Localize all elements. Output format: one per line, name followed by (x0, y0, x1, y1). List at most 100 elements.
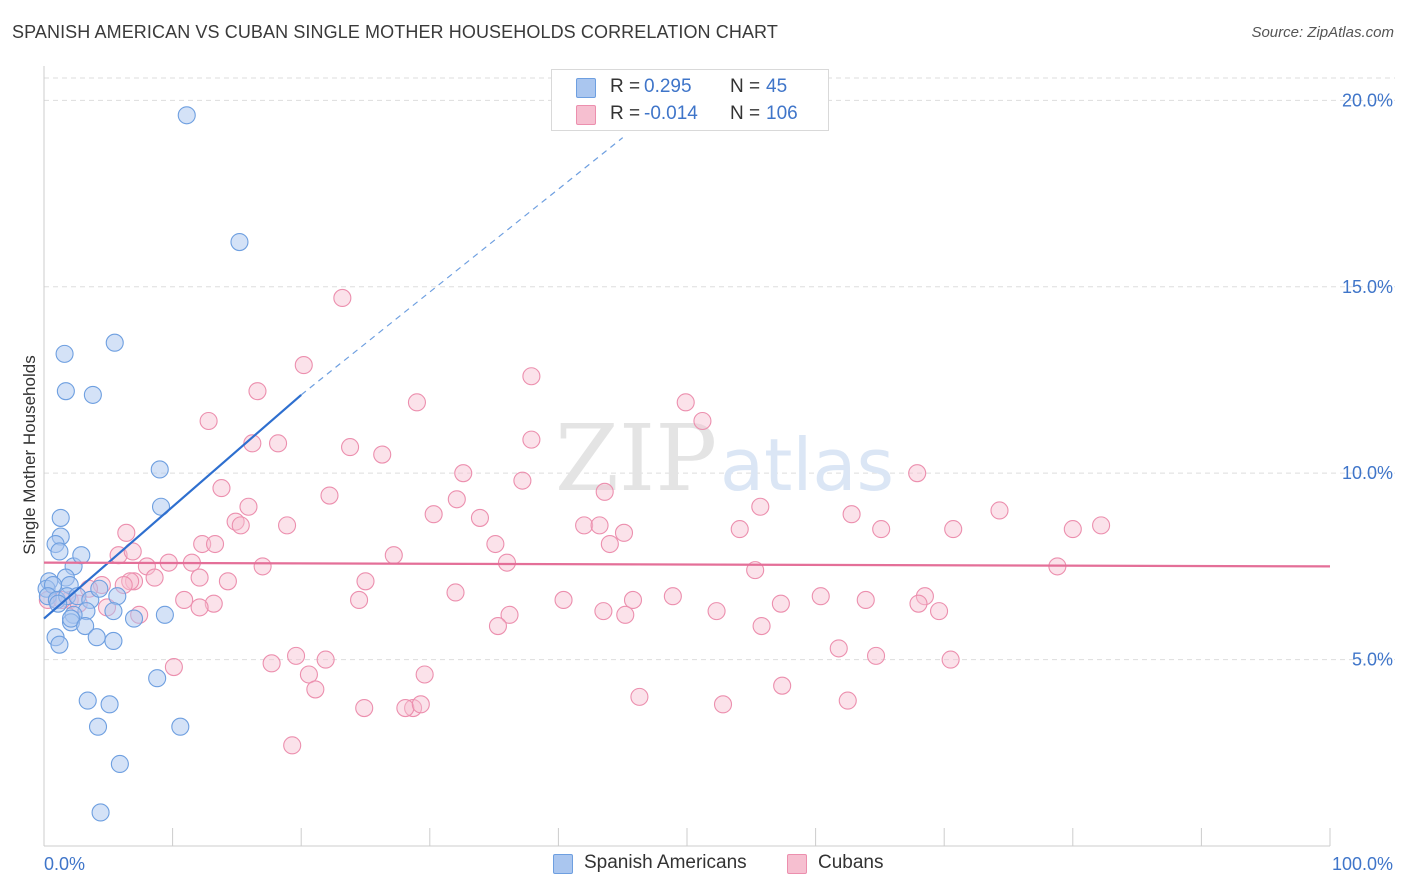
spanish-americans-point (56, 382, 75, 401)
cubans-point (333, 288, 352, 308)
cubans-point (594, 602, 613, 621)
spanish-americans-points (37, 106, 249, 822)
cubans-point (204, 594, 223, 613)
blue-swatch (576, 78, 596, 98)
cubans-point (396, 699, 415, 718)
x-tick-label: 0.0% (44, 854, 85, 874)
cubans-point (294, 356, 313, 375)
gridlines (44, 77, 1395, 661)
cubans-point (746, 561, 765, 580)
spanish-americans-point (50, 542, 69, 561)
cubans-point (117, 523, 136, 542)
spanish-americans-point (61, 609, 81, 628)
spanish-americans-point (124, 609, 144, 628)
cubans-point (866, 646, 886, 665)
spanish-americans-point (104, 602, 123, 621)
cubans-point (248, 382, 267, 401)
cubans-point (446, 583, 465, 602)
spanish-americans-trendline-extension (300, 137, 624, 396)
cubans-point (373, 445, 392, 464)
cubans-trendline (43, 561, 1331, 568)
cubans-point (872, 520, 891, 539)
cubans-point (278, 516, 297, 535)
cubans-point (842, 505, 861, 524)
cubans-point (990, 501, 1009, 520)
cubans-point (486, 534, 505, 554)
cubans-point (190, 568, 209, 587)
cubans-point (1092, 516, 1111, 535)
spanish-americans-point (171, 717, 190, 736)
cubans-point (164, 657, 183, 677)
cubans-point (676, 393, 695, 412)
spanish-americans-point (148, 669, 167, 688)
spanish-americans-point (100, 695, 119, 714)
cubans-point (447, 490, 466, 509)
y-tick-label: 20.0% (1342, 90, 1393, 110)
spanish-americans-point (177, 106, 196, 125)
n-label: N = (730, 103, 761, 124)
cubans-point (752, 616, 771, 636)
cubans-point (595, 482, 614, 501)
cubans-point (693, 411, 712, 431)
watermark-zip: ZIP (555, 405, 717, 512)
cubans-point (199, 411, 218, 431)
cubans-point (751, 497, 770, 516)
series-legend: Spanish Americans Cubans (0, 852, 1406, 878)
cubans-point (341, 438, 360, 457)
cubans-point (614, 523, 634, 542)
cubans-point (299, 665, 318, 684)
spanish-americans-point (150, 460, 169, 479)
cubans-point (424, 505, 443, 524)
spanish-americans-point (49, 594, 68, 613)
cubans-point (193, 534, 212, 554)
cubans-point (856, 590, 875, 609)
spanish-americans-trendline (43, 394, 302, 620)
spanish-americans-point (83, 385, 102, 404)
spanish-americans-point (51, 508, 70, 527)
tick-labels: 5.0% 10.0% 15.0% 20.0% 0.0% 100.0% (44, 90, 1393, 874)
axes (43, 66, 1331, 847)
cubans-point (600, 534, 619, 554)
cubans-point (283, 736, 302, 755)
pink-swatch (787, 854, 807, 874)
cubans-point (771, 594, 790, 613)
cubans-point (287, 646, 306, 665)
source-credit: Source: ZipAtlas.com (1251, 24, 1394, 41)
cubans-point (908, 464, 927, 483)
cubans-point (205, 534, 225, 554)
pink-swatch (576, 105, 596, 125)
spanish-americans-point (72, 546, 91, 565)
n-label: N = (730, 76, 761, 97)
spanish-americans-point (108, 587, 127, 606)
cubans-point (623, 590, 643, 609)
y-tick-label: 10.0% (1342, 463, 1393, 483)
cubans-point (522, 367, 541, 386)
spanish-americans-point (55, 344, 74, 363)
cubans-point (944, 520, 963, 539)
x-tick-label: 100.0% (1332, 854, 1393, 874)
correlation-legend: R = 0.295 N = 45 R = -0.014 N = 106 (551, 69, 829, 131)
cubans-point (175, 590, 194, 609)
cubans-point (470, 508, 490, 527)
cubans-point (415, 665, 434, 684)
cubans-point (145, 568, 164, 587)
cubans-point (454, 464, 473, 483)
cubans-point (663, 587, 682, 606)
spanish-americans-point (110, 754, 129, 774)
watermark: ZIP atlas (555, 405, 894, 512)
cubans-point (829, 639, 848, 658)
spanish-americans-point (230, 232, 249, 252)
spanish-americans-point (88, 717, 108, 736)
spanish-americans-point (151, 497, 171, 516)
cubans-point (522, 430, 541, 449)
cubans-point (384, 546, 403, 565)
spanish-americans-point (155, 605, 174, 624)
cubans-point (123, 542, 142, 561)
legend-label: Cubans (818, 852, 884, 873)
cubans-point (930, 602, 949, 621)
cubans-point (212, 479, 231, 498)
cubans-point (713, 695, 733, 714)
cubans-point (773, 676, 792, 695)
cubans-point (253, 557, 272, 576)
spanish-americans-point (76, 616, 95, 636)
